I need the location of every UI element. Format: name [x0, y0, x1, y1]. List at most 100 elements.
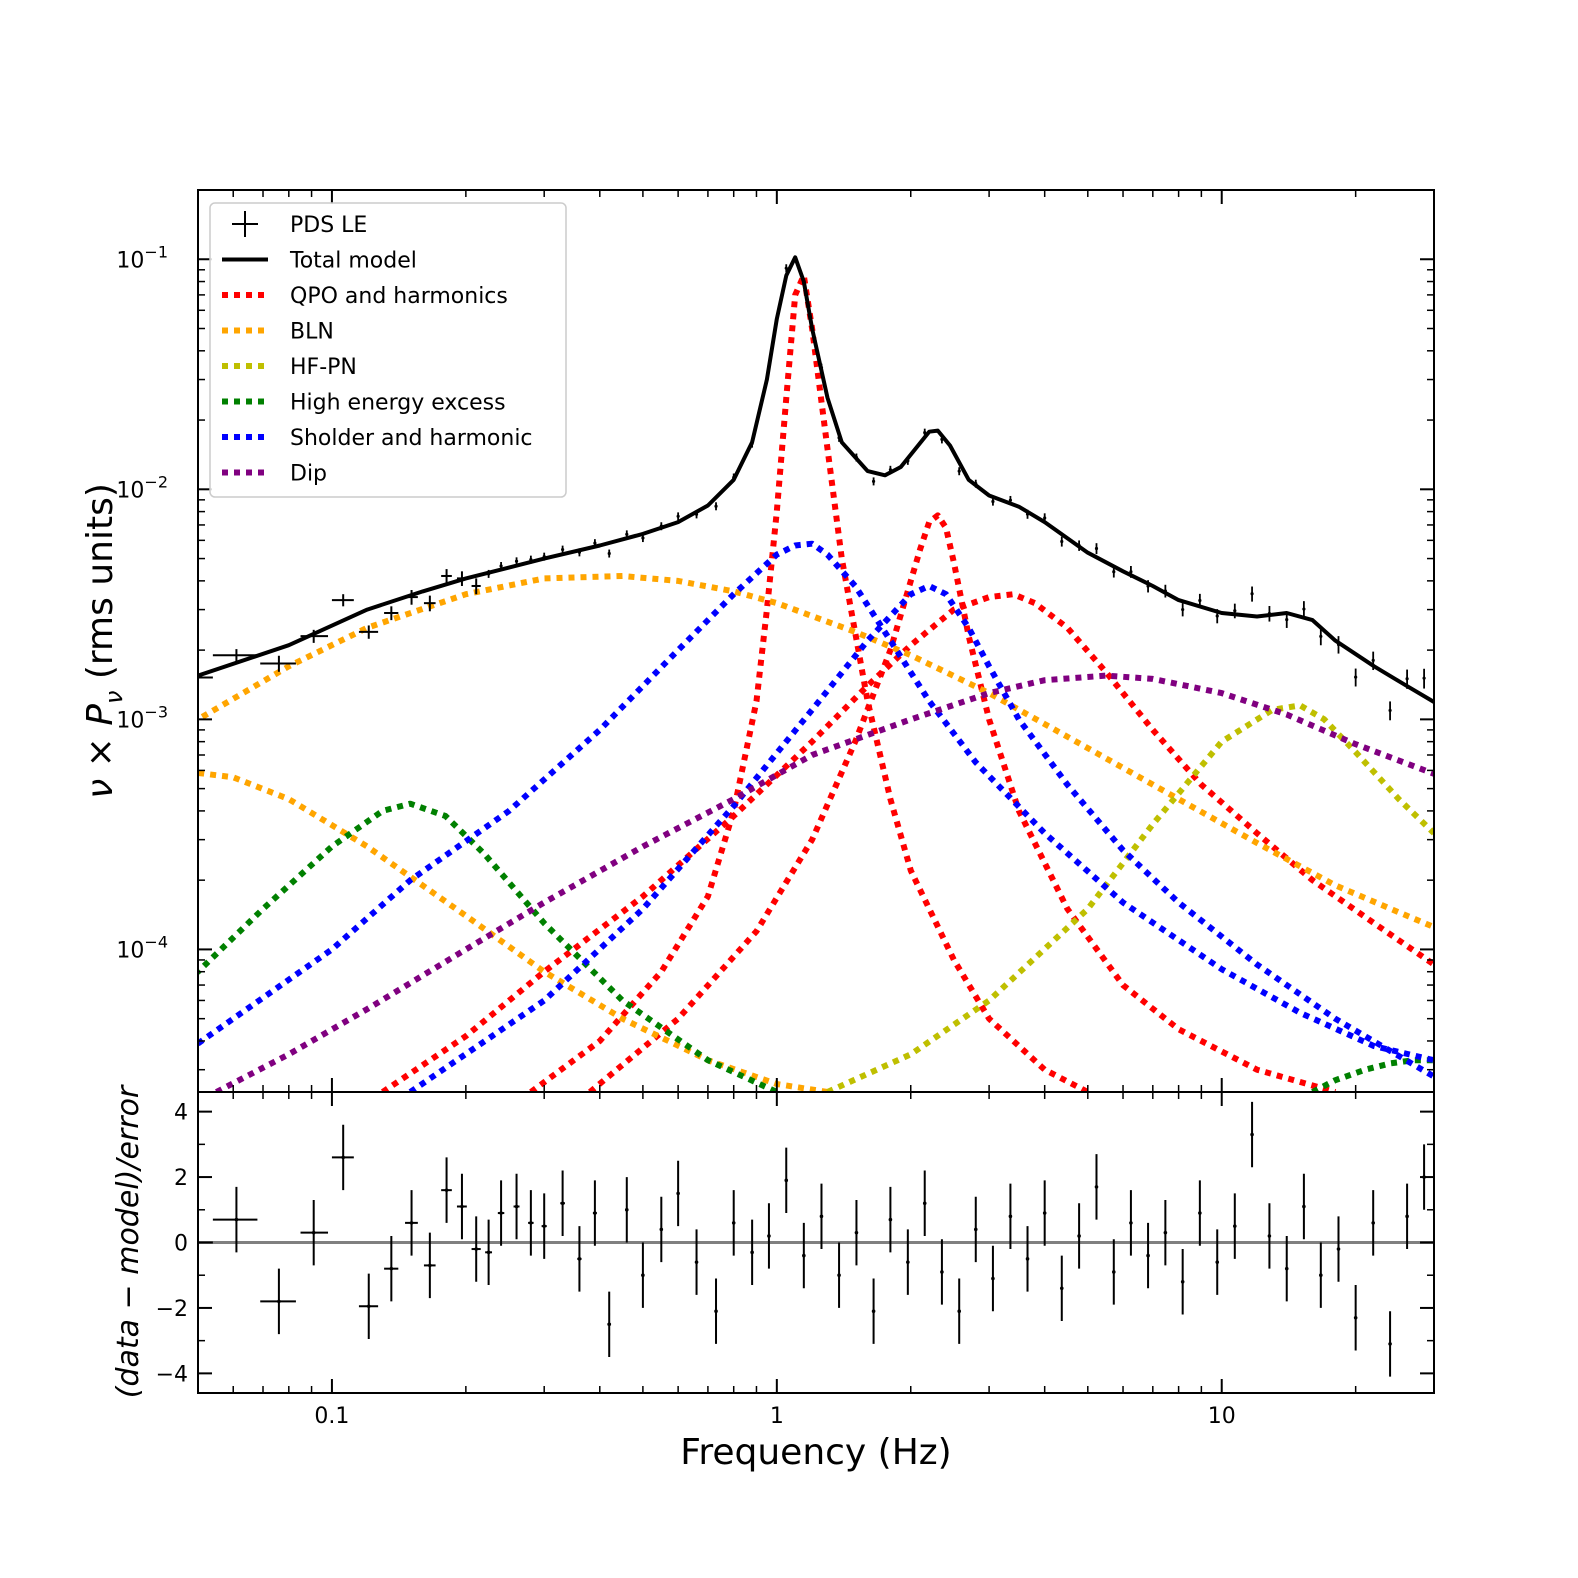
data-point-hf-64 — [1336, 636, 1341, 654]
residual-marker — [1233, 1224, 1237, 1228]
residual-marker — [1008, 1214, 1013, 1219]
data-point-hf-36 — [854, 453, 859, 462]
residual-point-42 — [957, 1278, 962, 1344]
legend-label: Total model — [289, 249, 417, 274]
residual-marker — [1284, 1266, 1289, 1271]
series-high-energy-excess-8 — [1311, 1057, 1434, 1092]
residual-point-23 — [624, 1177, 629, 1243]
residual-marker — [1042, 1211, 1047, 1215]
data-point-hf-29 — [732, 473, 736, 482]
residual-marker — [1353, 1315, 1358, 1320]
residual-marker — [784, 1178, 789, 1183]
residual-point-20 — [577, 1226, 582, 1292]
series-dip-11 — [215, 672, 1434, 1092]
data-point-marker — [625, 532, 629, 536]
data-point-hf-24 — [641, 534, 645, 543]
data-point-hf-38 — [888, 465, 892, 474]
bottom-plot-frame — [197, 1091, 1435, 1394]
data-point-hf-45 — [1008, 495, 1013, 505]
residual-point-47 — [1042, 1180, 1047, 1246]
residual-point-45 — [1008, 1183, 1013, 1250]
data-point-marker — [1267, 611, 1272, 616]
residual-marker — [888, 1217, 893, 1222]
data-point-marker — [577, 550, 582, 554]
residual-marker — [767, 1234, 771, 1238]
data-point-marker — [906, 459, 910, 463]
residual-marker — [486, 1250, 491, 1255]
data-point-hf-46 — [1025, 509, 1030, 519]
data-point-marker — [1388, 708, 1392, 713]
data-point-hf-26 — [676, 512, 680, 521]
residual-point-59 — [1250, 1101, 1254, 1168]
data-point-marker — [1285, 618, 1289, 622]
res-y-tick-label: 0 — [174, 1232, 188, 1257]
residual-point-39 — [906, 1229, 910, 1295]
legend-label: QPO and harmonics — [290, 284, 508, 309]
residual-marker — [474, 1247, 479, 1251]
series-qpo-and-harmonics-3 — [380, 591, 1434, 1092]
data-point-hf-27 — [694, 510, 699, 519]
data-point-marker — [991, 499, 995, 504]
data-point-hf-34 — [819, 363, 824, 372]
bottom-x-ticks: 0.1 1 10 — [197, 1092, 1435, 1429]
data-point-3 — [212, 649, 258, 662]
residual-point-60 — [1267, 1203, 1272, 1269]
residual-point-12 — [456, 1173, 467, 1240]
data-point-marker — [487, 572, 491, 576]
residual-point-44 — [991, 1245, 995, 1312]
bottom-y-ticks: 4 2 0 −2 −4 — [156, 1101, 1434, 1387]
data-point-10 — [423, 595, 436, 612]
residual-point-68 — [1405, 1183, 1409, 1250]
residual-marker — [1215, 1260, 1220, 1264]
residual-point-29 — [731, 1190, 736, 1256]
residual-marker — [1180, 1279, 1185, 1284]
top-y-axis-title: ν × Pν (rms units) — [80, 483, 128, 799]
data-point-marker — [1215, 614, 1219, 618]
data-point-marker — [819, 365, 824, 370]
data-point-hf-51 — [1112, 566, 1116, 578]
data-point-marker — [750, 441, 754, 446]
residual-marker — [991, 1276, 995, 1281]
residual-point-65 — [1353, 1285, 1358, 1351]
residual-point-0 — [0, 1200, 39, 1265]
residual-point-24 — [641, 1242, 645, 1308]
data-point-6 — [331, 594, 354, 607]
data-point-marker — [676, 514, 680, 518]
residual-point-25 — [659, 1196, 664, 1263]
data-point-marker — [974, 482, 978, 486]
residual-point-53 — [1146, 1222, 1150, 1289]
bottom-panel: 4 2 0 −2 −4 0.1 1 10 (data − model)/error Freq… — [0, 1084, 1435, 1473]
residual-marker — [714, 1309, 718, 1314]
data-point-marker — [1094, 546, 1099, 551]
residual-marker — [1094, 1185, 1099, 1189]
data-point-hf-32 — [784, 264, 788, 273]
res-y-tick-label: 2 — [174, 1166, 188, 1191]
residual-marker — [1267, 1234, 1272, 1238]
data-point-marker — [1077, 543, 1081, 548]
residual-point-17 — [528, 1190, 534, 1256]
residual-point-41 — [940, 1239, 944, 1305]
data-point-hf-41 — [940, 435, 944, 444]
residual-marker — [341, 1155, 345, 1160]
data-point-4 — [260, 655, 296, 672]
legend: PDS LE Total model QPO and harmonics BLN HF-… — [209, 202, 567, 498]
residual-point-43 — [973, 1196, 978, 1263]
residual-marker — [107, 1239, 111, 1243]
data-point-marker — [694, 512, 699, 516]
residual-marker — [1319, 1273, 1323, 1278]
data-point-hf-44 — [991, 497, 995, 506]
residual-point-28 — [714, 1278, 718, 1344]
y-tick-label: 10−4 — [116, 932, 168, 963]
residual-marker — [577, 1257, 582, 1261]
res-y-tick-label: 4 — [174, 1101, 188, 1126]
data-point-hf-28 — [714, 502, 718, 511]
legend-entry-pds-le: PDS LE — [232, 211, 367, 238]
data-point-hf-15 — [499, 562, 503, 571]
data-point-hf-63 — [1319, 628, 1323, 646]
data-point-hf-57 — [1215, 609, 1219, 624]
residual-point-34 — [819, 1183, 824, 1250]
residual-point-61 — [1284, 1235, 1289, 1302]
series-sholder-and-harmonic-9 — [198, 540, 1434, 1064]
residual-marker — [234, 1217, 239, 1222]
y-tick-label: 10−1 — [116, 242, 168, 273]
